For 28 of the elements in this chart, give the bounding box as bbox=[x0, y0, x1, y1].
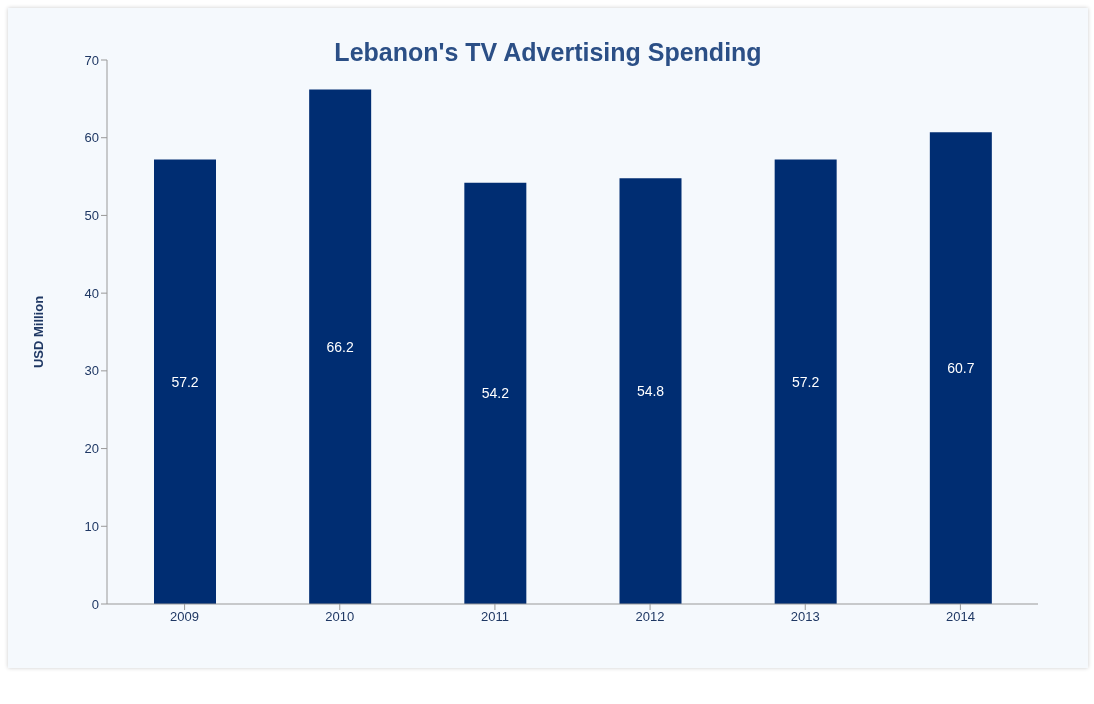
bar bbox=[154, 159, 216, 604]
x-tick-label: 2012 bbox=[635, 609, 665, 625]
y-tick-label: 40 bbox=[84, 285, 99, 301]
bar bbox=[309, 89, 372, 604]
x-tick-label: 2011 bbox=[480, 609, 509, 625]
data-label: 54.2 bbox=[481, 385, 510, 402]
bar bbox=[929, 132, 992, 604]
y-tick-label: 70 bbox=[84, 52, 99, 68]
y-axis-title: USD Million bbox=[30, 295, 46, 369]
bar bbox=[619, 178, 682, 604]
y-tick-label: 10 bbox=[84, 518, 99, 534]
chart-title: Lebanon's TV Advertising Spending bbox=[334, 38, 762, 66]
x-tick-label: 2014 bbox=[945, 609, 975, 625]
y-tick-label: 60 bbox=[84, 130, 99, 146]
bar bbox=[774, 159, 837, 604]
x-tick-label: 2013 bbox=[790, 609, 820, 625]
y-tick-label: 30 bbox=[84, 363, 99, 379]
y-tick-label: 20 bbox=[84, 441, 99, 457]
x-tick-label: 2009 bbox=[170, 609, 200, 625]
data-label: 54.8 bbox=[636, 383, 665, 400]
y-tick-label: 50 bbox=[84, 208, 99, 224]
y-tick-label: 0 bbox=[91, 596, 99, 612]
data-label: 57.2 bbox=[792, 373, 820, 390]
data-label: 66.2 bbox=[326, 338, 354, 355]
data-label: 60.7 bbox=[947, 360, 975, 377]
bar bbox=[464, 182, 527, 604]
x-tick-label: 2010 bbox=[325, 609, 355, 625]
data-label: 57.2 bbox=[171, 373, 199, 390]
